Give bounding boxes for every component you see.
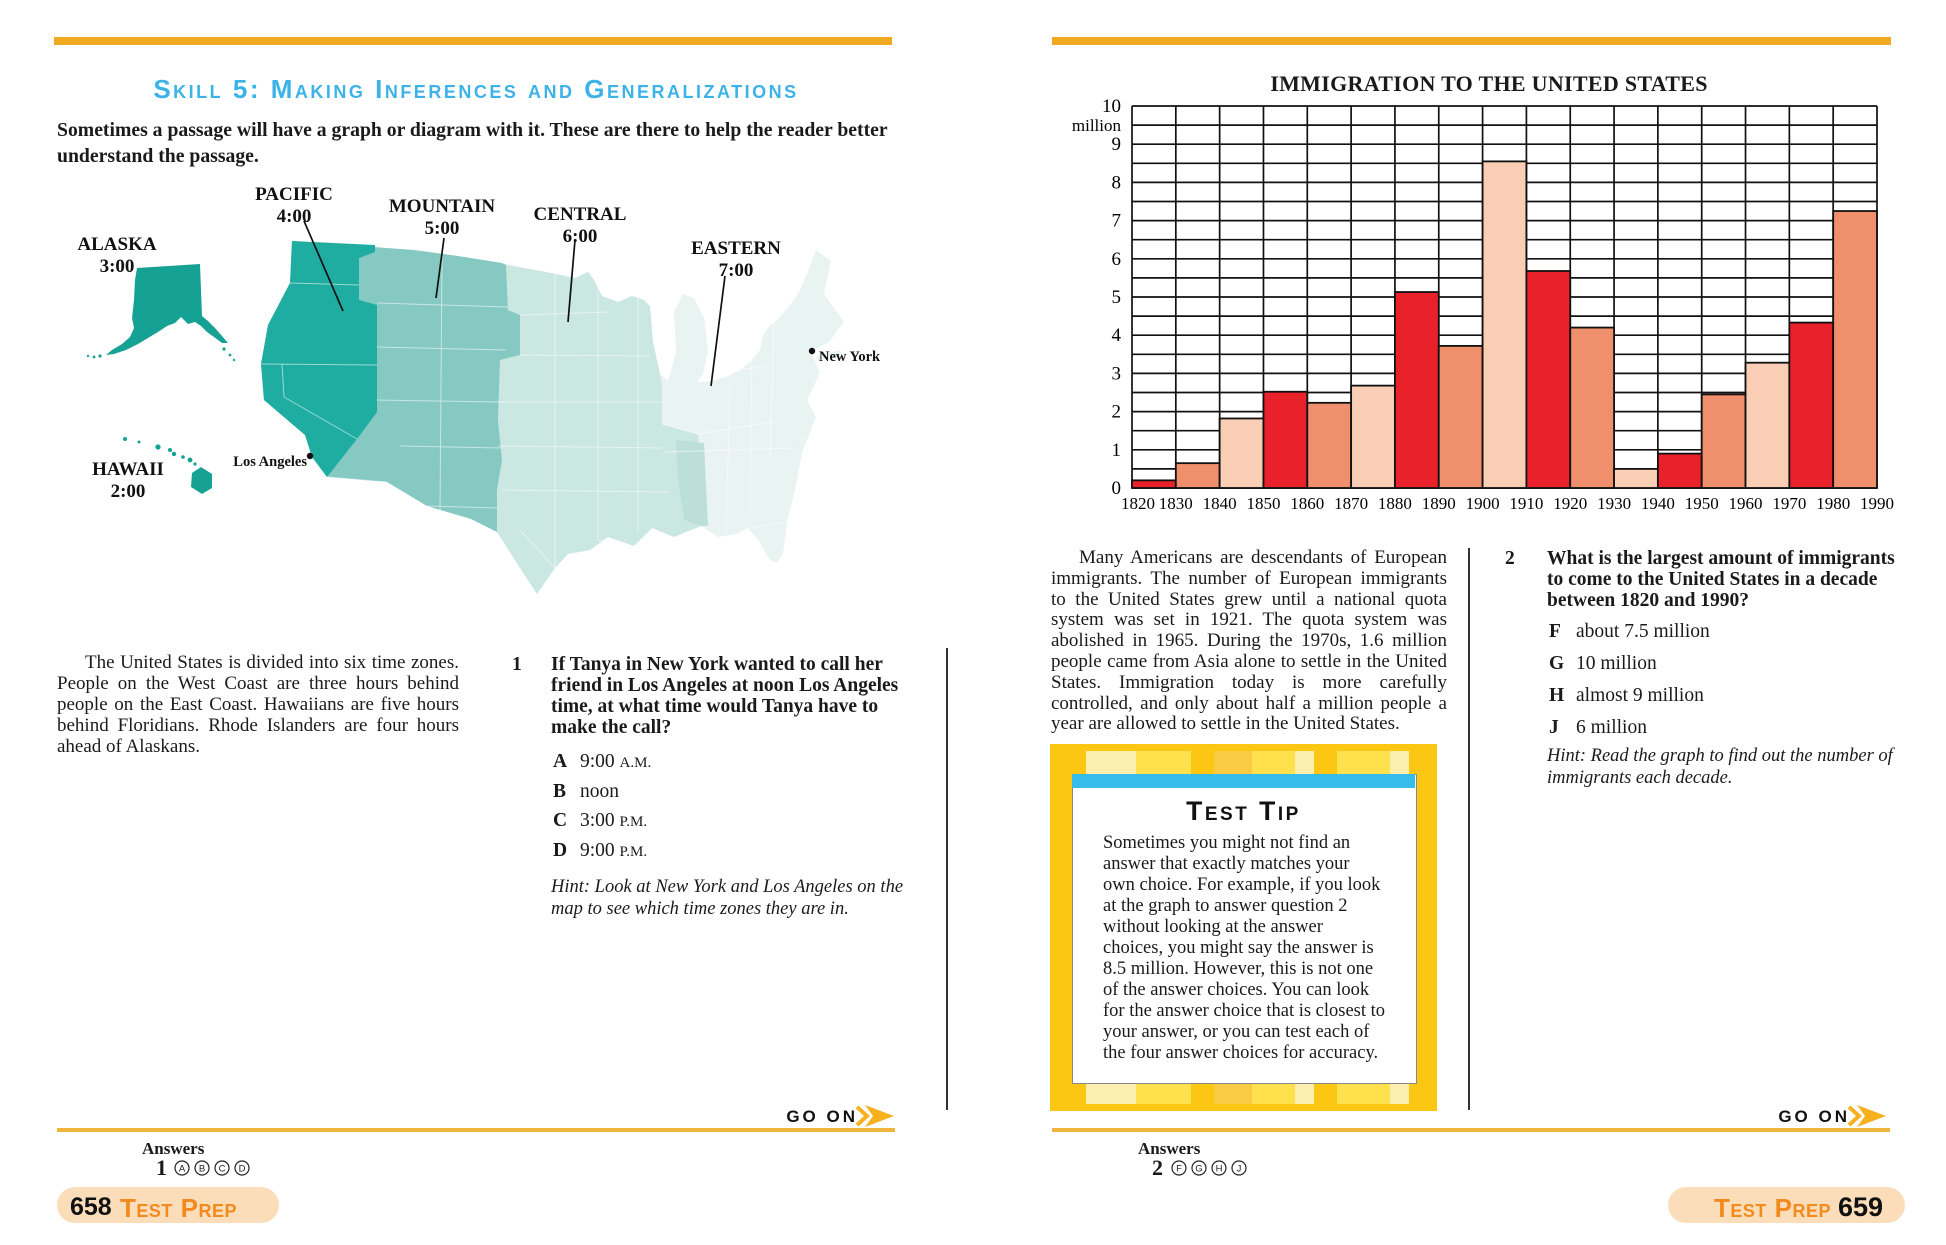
svg-text:1980: 1980 — [1816, 494, 1850, 513]
svg-text:C: C — [219, 1163, 226, 1174]
svg-text:ALASKA: ALASKA — [77, 234, 156, 255]
svg-text:EASTERN: EASTERN — [691, 238, 781, 259]
svg-text:J: J — [1237, 1163, 1242, 1174]
svg-text:5:00: 5:00 — [425, 218, 460, 239]
svg-text:million: million — [1072, 116, 1122, 135]
svg-text:1970: 1970 — [1772, 494, 1806, 513]
svg-text:1820: 1820 — [1121, 494, 1155, 513]
svg-text:D: D — [239, 1163, 246, 1174]
svg-text:2:00: 2:00 — [111, 481, 146, 502]
svg-text:3: 3 — [1112, 363, 1122, 384]
svg-text:2: 2 — [1112, 402, 1122, 423]
svg-text:1830: 1830 — [1159, 494, 1193, 513]
svg-text:G: G — [1195, 1163, 1202, 1174]
svg-text:1870: 1870 — [1334, 494, 1368, 513]
svg-text:1880: 1880 — [1378, 494, 1412, 513]
svg-text:1950: 1950 — [1685, 494, 1719, 513]
svg-text:7: 7 — [1112, 211, 1122, 232]
svg-text:1960: 1960 — [1729, 494, 1763, 513]
svg-text:1920: 1920 — [1553, 494, 1587, 513]
svg-text:1890: 1890 — [1422, 494, 1456, 513]
svg-text:1990: 1990 — [1860, 494, 1894, 513]
svg-text:CENTRAL: CENTRAL — [534, 204, 627, 225]
svg-text:PACIFIC: PACIFIC — [255, 184, 333, 205]
svg-text:B: B — [199, 1163, 205, 1174]
svg-text:MOUNTAIN: MOUNTAIN — [389, 196, 496, 217]
svg-text:10: 10 — [1102, 96, 1121, 117]
svg-text:3:00: 3:00 — [100, 256, 135, 277]
svg-text:1900: 1900 — [1466, 494, 1500, 513]
svg-text:0: 0 — [1112, 478, 1122, 499]
svg-text:7:00: 7:00 — [719, 260, 754, 281]
svg-text:9: 9 — [1112, 134, 1122, 155]
svg-text:8: 8 — [1112, 172, 1122, 193]
svg-text:A: A — [179, 1163, 186, 1174]
svg-text:1860: 1860 — [1290, 494, 1324, 513]
svg-text:4:00: 4:00 — [277, 206, 312, 227]
svg-text:6: 6 — [1112, 249, 1122, 270]
svg-text:HAWAII: HAWAII — [92, 459, 164, 480]
svg-text:H: H — [1216, 1163, 1223, 1174]
svg-text:1930: 1930 — [1597, 494, 1631, 513]
svg-text:6:00: 6:00 — [563, 226, 598, 247]
svg-text:New York: New York — [819, 349, 881, 365]
svg-text:1850: 1850 — [1247, 494, 1281, 513]
svg-text:1940: 1940 — [1641, 494, 1675, 513]
svg-text:1: 1 — [1112, 440, 1122, 461]
svg-text:Los Angeles: Los Angeles — [233, 454, 307, 470]
svg-text:1840: 1840 — [1203, 494, 1237, 513]
svg-text:1910: 1910 — [1509, 494, 1543, 513]
svg-text:4: 4 — [1112, 325, 1122, 346]
svg-text:5: 5 — [1112, 287, 1122, 308]
svg-text:F: F — [1176, 1163, 1182, 1174]
